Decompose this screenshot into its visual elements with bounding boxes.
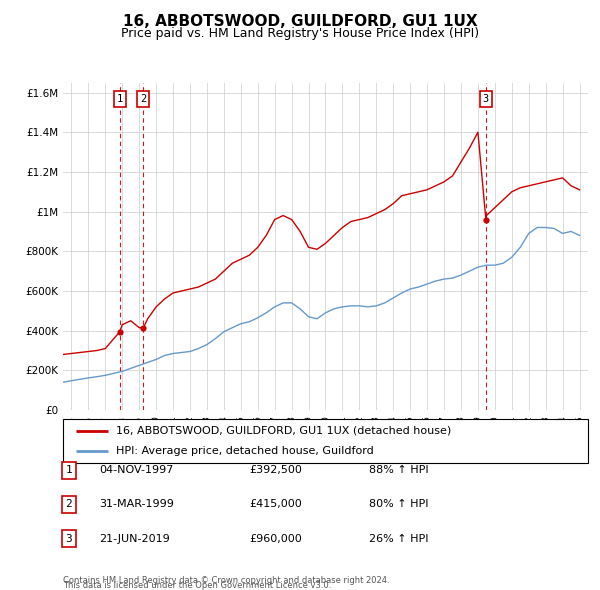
Text: 1: 1	[65, 466, 73, 475]
Text: 16, ABBOTSWOOD, GUILDFORD, GU1 1UX (detached house): 16, ABBOTSWOOD, GUILDFORD, GU1 1UX (deta…	[115, 426, 451, 436]
Text: 88% ↑ HPI: 88% ↑ HPI	[369, 466, 428, 475]
Text: 3: 3	[483, 94, 489, 104]
Text: £960,000: £960,000	[249, 534, 302, 543]
Text: 31-MAR-1999: 31-MAR-1999	[99, 500, 174, 509]
Text: This data is licensed under the Open Government Licence v3.0.: This data is licensed under the Open Gov…	[63, 581, 331, 590]
Text: Contains HM Land Registry data © Crown copyright and database right 2024.: Contains HM Land Registry data © Crown c…	[63, 576, 389, 585]
Text: 1: 1	[116, 94, 122, 104]
Text: 2: 2	[140, 94, 146, 104]
Text: Price paid vs. HM Land Registry's House Price Index (HPI): Price paid vs. HM Land Registry's House …	[121, 27, 479, 40]
Text: £392,500: £392,500	[249, 466, 302, 475]
Text: 3: 3	[65, 534, 73, 543]
Text: 26% ↑ HPI: 26% ↑ HPI	[369, 534, 428, 543]
Text: 21-JUN-2019: 21-JUN-2019	[99, 534, 170, 543]
Text: £415,000: £415,000	[249, 500, 302, 509]
Text: 04-NOV-1997: 04-NOV-1997	[99, 466, 173, 475]
Text: 80% ↑ HPI: 80% ↑ HPI	[369, 500, 428, 509]
Text: 2: 2	[65, 500, 73, 509]
FancyBboxPatch shape	[63, 419, 588, 463]
Text: HPI: Average price, detached house, Guildford: HPI: Average price, detached house, Guil…	[115, 446, 373, 456]
Text: 16, ABBOTSWOOD, GUILDFORD, GU1 1UX: 16, ABBOTSWOOD, GUILDFORD, GU1 1UX	[122, 14, 478, 28]
